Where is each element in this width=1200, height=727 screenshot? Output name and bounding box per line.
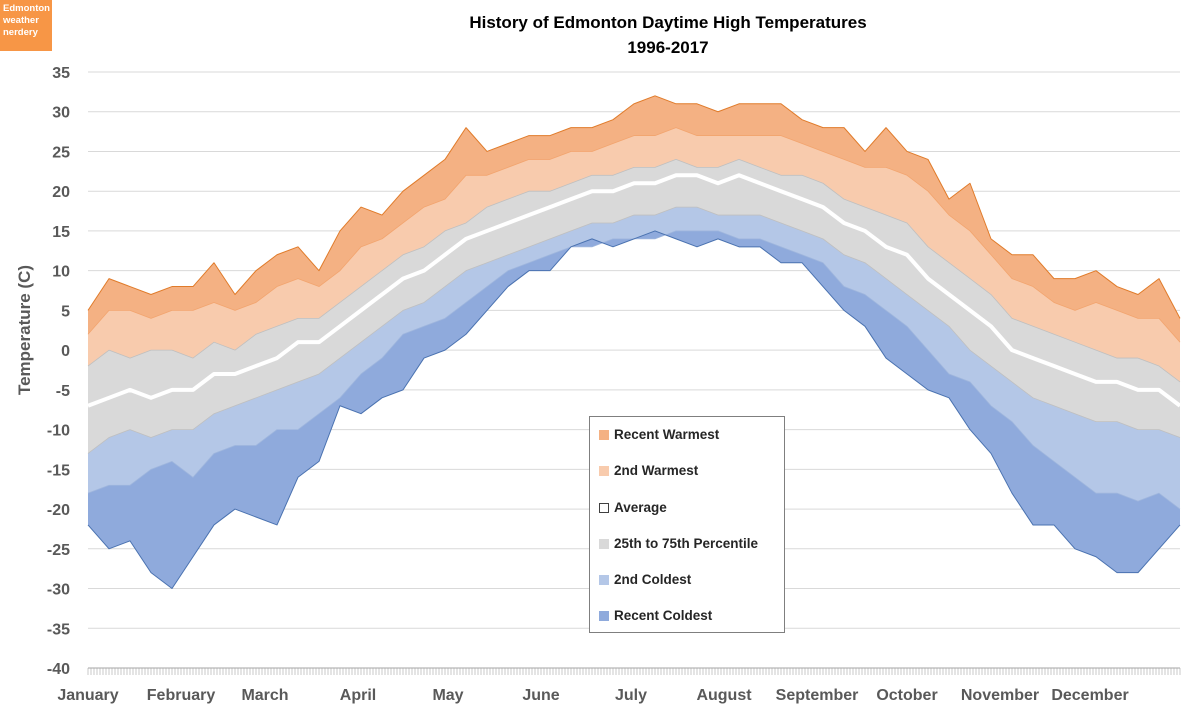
legend: Recent Warmest 2nd Warmest Average 25th … <box>589 416 785 633</box>
y-tick-label: 25 <box>52 144 70 161</box>
percentile-band-area <box>88 159 1180 454</box>
legend-label: 25th to 75th Percentile <box>614 536 759 551</box>
x-tick-label: September <box>776 687 859 704</box>
logo-line: weather <box>3 15 39 26</box>
y-axis-title: Temperature (C) <box>15 265 34 395</box>
y-tick-label: 5 <box>61 303 70 320</box>
y-tick-label: -30 <box>47 582 70 599</box>
legend-swatch <box>599 429 609 440</box>
recent-coldest-line <box>87 230 1181 590</box>
legend-label: Recent Warmest <box>614 427 720 442</box>
recent-warmest-area <box>88 95 1180 343</box>
x-tick-label: February <box>147 687 216 704</box>
legend-swatch <box>599 502 609 513</box>
chart-title-line-1: History of Edmonton Daytime High Tempera… <box>469 13 867 32</box>
x-tick-label: July <box>615 687 647 704</box>
x-tick-label: December <box>1051 687 1128 704</box>
second-coldest-area <box>88 207 1180 510</box>
y-tick-label: -25 <box>47 542 70 559</box>
y-tick-label: 0 <box>61 343 70 360</box>
legend-label: Average <box>614 500 667 515</box>
y-tick-label: -20 <box>47 502 70 519</box>
y-tick-label: 35 <box>52 65 70 82</box>
legend-item-2nd-warmest: 2nd Warmest <box>599 463 698 478</box>
logo: Edmonton weather nerdery <box>0 0 52 51</box>
legend-swatch <box>599 574 609 585</box>
logo-line: Edmonton <box>3 3 50 14</box>
x-tick-label: August <box>696 687 752 704</box>
second-warmest-line <box>87 127 1181 343</box>
y-tick-label: -10 <box>47 423 70 440</box>
x-tick-label: March <box>241 687 288 704</box>
percentile-25-line <box>87 206 1181 454</box>
legend-swatch <box>599 610 609 621</box>
x-tick-label: April <box>340 687 376 704</box>
y-tick-label: 30 <box>52 105 70 122</box>
second-warmest-area <box>88 127 1180 382</box>
y-tick-label: 10 <box>52 264 70 281</box>
legend-item-recent-warmest: Recent Warmest <box>599 427 719 442</box>
x-tick-label: October <box>876 687 937 704</box>
chart-title: History of Edmonton Daytime High Tempera… <box>368 10 968 60</box>
y-tick-label: -35 <box>47 621 70 638</box>
y-tick-label: 20 <box>52 184 70 201</box>
legend-swatch <box>599 465 609 476</box>
x-tick-label: June <box>522 687 559 704</box>
legend-label: Recent Coldest <box>614 608 713 623</box>
x-tick-label: May <box>432 687 463 704</box>
recent-warmest-line <box>87 95 1181 319</box>
legend-item-average: Average <box>599 500 667 515</box>
legend-label: 2nd Coldest <box>614 572 692 587</box>
legend-label: 2nd Warmest <box>614 463 699 478</box>
recent-coldest-area <box>88 230 1180 589</box>
y-tick-label: 15 <box>52 224 70 241</box>
logo-line: nerdery <box>3 27 38 38</box>
legend-item-2nd-coldest: 2nd Coldest <box>599 572 691 587</box>
chart-title-line-2: 1996-2017 <box>627 38 709 57</box>
legend-item-percentile: 25th to 75th Percentile <box>599 536 758 551</box>
x-tick-label: November <box>961 687 1039 704</box>
legend-swatch <box>599 538 609 549</box>
average-line <box>87 173 1182 408</box>
percentile-75-line <box>87 159 1181 383</box>
x-tick-label: January <box>57 687 118 704</box>
y-tick-label: -5 <box>56 383 70 400</box>
y-tick-label: -15 <box>47 462 70 479</box>
legend-item-recent-coldest: Recent Coldest <box>599 608 712 623</box>
y-tick-label: -40 <box>47 661 70 678</box>
